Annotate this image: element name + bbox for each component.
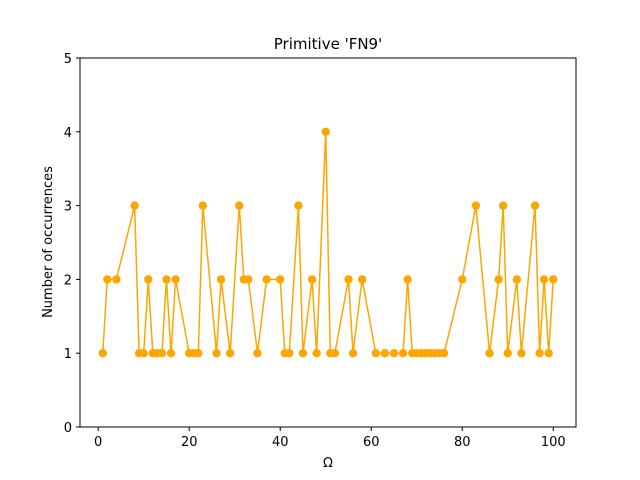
- y-axis-label: Number of occurrences: [41, 166, 56, 318]
- data-point: [235, 201, 244, 210]
- x-tick-label: 60: [363, 435, 380, 450]
- y-tick-label: 3: [64, 200, 72, 215]
- data-point: [439, 349, 449, 358]
- data-point: [485, 349, 494, 358]
- y-tick-label: 2: [64, 273, 72, 288]
- x-tick-label: 80: [454, 435, 471, 450]
- data-point: [503, 349, 512, 358]
- series-line: [102, 131, 554, 354]
- y-tick-label: 0: [64, 421, 72, 436]
- data-point: [544, 349, 553, 358]
- data-point: [494, 275, 503, 284]
- data-point: [403, 275, 412, 284]
- data-point: [517, 349, 526, 358]
- x-tick-label: 20: [181, 435, 198, 450]
- data-point: [262, 275, 271, 284]
- data-point: [398, 349, 408, 358]
- data-point: [253, 349, 262, 358]
- data-point: [171, 275, 180, 284]
- y-tick-label: 4: [64, 126, 72, 141]
- y-axis: 0 1 2 3 4 5: [64, 52, 80, 436]
- data-point: [103, 275, 112, 284]
- x-tick-label: 0: [94, 435, 102, 450]
- data-point: [371, 349, 380, 358]
- data-point: [348, 349, 358, 358]
- data-point: [330, 349, 340, 358]
- x-tick-label: 100: [541, 435, 566, 450]
- y-tick-label: 5: [64, 52, 72, 67]
- data-point: [216, 275, 226, 284]
- data-point: [139, 349, 148, 358]
- data-point: [194, 349, 203, 358]
- data-point: [98, 349, 107, 358]
- data-point: [112, 275, 121, 284]
- axes-frame: [79, 57, 577, 428]
- data-point: [285, 349, 294, 358]
- data-point: [357, 275, 367, 284]
- data-point: [162, 275, 171, 284]
- data-point: [294, 201, 303, 210]
- data-point: [157, 349, 167, 358]
- x-axis: 0 20 40 60 80 100: [94, 427, 566, 450]
- data-point: [307, 275, 317, 284]
- data-point: [130, 201, 139, 210]
- x-axis-label: Ω: [323, 456, 333, 471]
- data-point: [166, 349, 176, 358]
- data-point: [321, 127, 330, 136]
- data-point: [498, 201, 508, 210]
- data-point: [535, 349, 544, 358]
- y-tick-label: 1: [64, 347, 72, 362]
- data-point: [512, 275, 522, 284]
- data-point: [458, 275, 467, 284]
- data-point: [244, 275, 253, 284]
- data-point: [225, 349, 235, 358]
- data-point: [312, 349, 321, 358]
- data-point: [549, 275, 558, 284]
- data-point: [380, 349, 390, 358]
- data-point: [389, 349, 399, 358]
- data-point: [212, 349, 221, 358]
- data-point: [144, 275, 153, 284]
- x-tick-label: 40: [272, 435, 289, 450]
- data-point: [198, 201, 208, 210]
- chart-title: Primitive 'FN9': [274, 35, 382, 53]
- data-point: [344, 275, 353, 284]
- data-point: [471, 201, 481, 210]
- plot-area: [98, 127, 558, 358]
- data-point: [276, 275, 285, 284]
- data-point: [530, 201, 540, 210]
- data-point: [298, 349, 308, 358]
- data-point: [539, 275, 549, 284]
